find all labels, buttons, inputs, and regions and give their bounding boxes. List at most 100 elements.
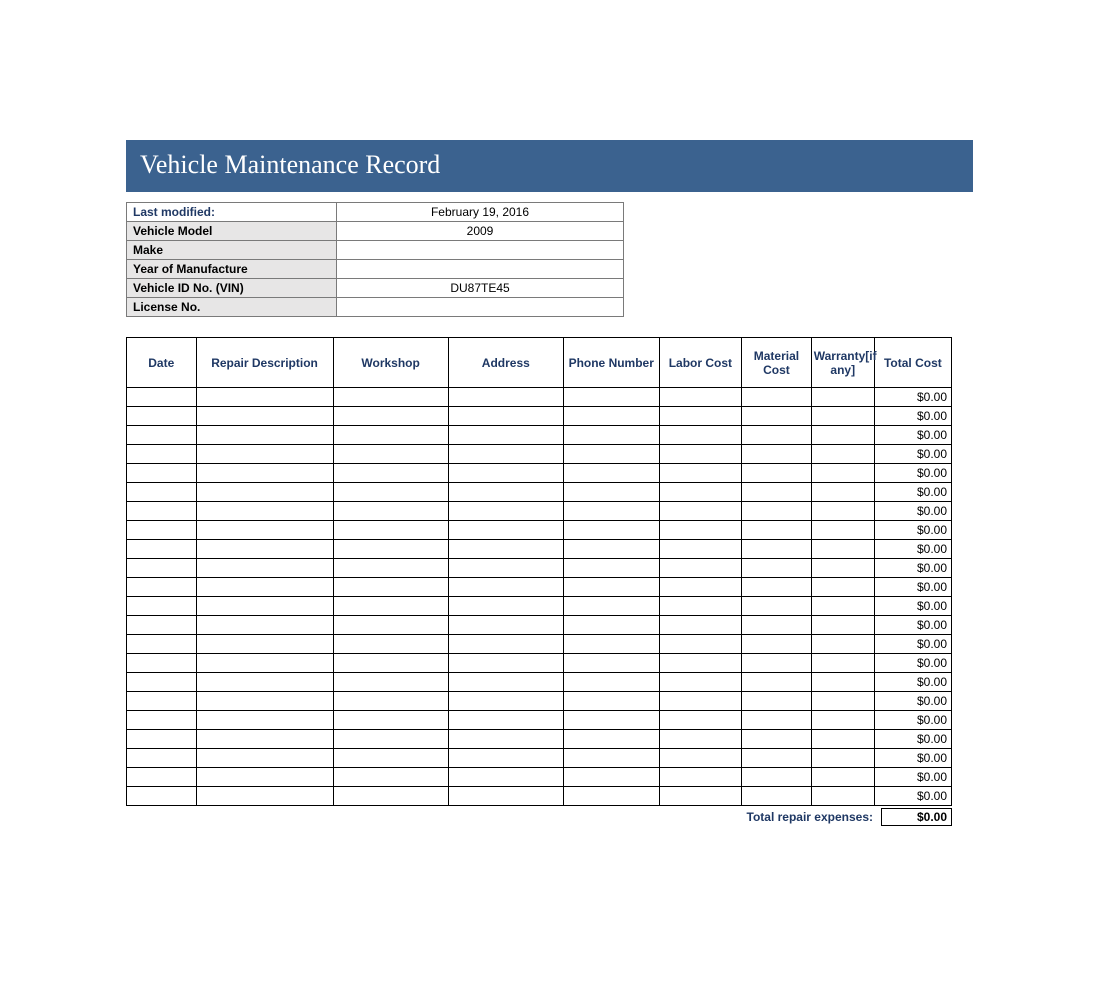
table-cell[interactable] <box>196 445 333 464</box>
table-cell[interactable] <box>333 730 448 749</box>
table-cell[interactable] <box>448 445 563 464</box>
table-cell[interactable] <box>659 768 742 787</box>
table-cell[interactable]: $0.00 <box>874 502 951 521</box>
table-cell[interactable] <box>563 559 659 578</box>
info-value[interactable] <box>337 241 624 260</box>
table-cell[interactable] <box>127 787 197 806</box>
table-cell[interactable] <box>196 730 333 749</box>
table-cell[interactable] <box>448 730 563 749</box>
table-cell[interactable] <box>127 559 197 578</box>
table-cell[interactable] <box>659 635 742 654</box>
table-cell[interactable] <box>742 749 812 768</box>
table-cell[interactable] <box>563 635 659 654</box>
table-cell[interactable] <box>811 445 874 464</box>
table-cell[interactable]: $0.00 <box>874 483 951 502</box>
table-cell[interactable] <box>448 483 563 502</box>
table-cell[interactable] <box>448 521 563 540</box>
table-cell[interactable] <box>742 426 812 445</box>
table-cell[interactable] <box>333 787 448 806</box>
table-cell[interactable] <box>333 521 448 540</box>
table-cell[interactable] <box>333 654 448 673</box>
table-cell[interactable] <box>196 787 333 806</box>
table-cell[interactable] <box>196 692 333 711</box>
table-cell[interactable] <box>333 597 448 616</box>
table-cell[interactable] <box>127 426 197 445</box>
table-cell[interactable]: $0.00 <box>874 673 951 692</box>
table-cell[interactable] <box>333 616 448 635</box>
table-cell[interactable] <box>659 749 742 768</box>
table-cell[interactable] <box>811 692 874 711</box>
table-cell[interactable] <box>196 673 333 692</box>
table-cell[interactable] <box>127 635 197 654</box>
table-cell[interactable] <box>127 730 197 749</box>
table-cell[interactable] <box>127 673 197 692</box>
table-cell[interactable] <box>811 787 874 806</box>
table-cell[interactable] <box>196 388 333 407</box>
info-value[interactable] <box>337 260 624 279</box>
table-cell[interactable] <box>811 464 874 483</box>
table-cell[interactable] <box>127 768 197 787</box>
table-cell[interactable] <box>196 616 333 635</box>
table-cell[interactable] <box>127 616 197 635</box>
table-cell[interactable] <box>127 540 197 559</box>
table-cell[interactable] <box>563 445 659 464</box>
table-cell[interactable] <box>127 711 197 730</box>
table-cell[interactable] <box>333 407 448 426</box>
table-cell[interactable] <box>811 597 874 616</box>
table-cell[interactable]: $0.00 <box>874 559 951 578</box>
table-cell[interactable] <box>127 521 197 540</box>
table-cell[interactable]: $0.00 <box>874 711 951 730</box>
info-value[interactable] <box>337 298 624 317</box>
table-cell[interactable] <box>563 711 659 730</box>
table-cell[interactable] <box>742 540 812 559</box>
info-value[interactable]: February 19, 2016 <box>337 203 624 222</box>
table-cell[interactable] <box>659 426 742 445</box>
table-cell[interactable] <box>127 597 197 616</box>
table-cell[interactable] <box>659 654 742 673</box>
table-cell[interactable]: $0.00 <box>874 692 951 711</box>
table-cell[interactable] <box>127 749 197 768</box>
table-cell[interactable]: $0.00 <box>874 654 951 673</box>
table-cell[interactable] <box>563 787 659 806</box>
table-cell[interactable] <box>196 711 333 730</box>
table-cell[interactable] <box>127 578 197 597</box>
table-cell[interactable] <box>563 654 659 673</box>
table-cell[interactable] <box>127 388 197 407</box>
table-cell[interactable] <box>333 426 448 445</box>
table-cell[interactable] <box>811 502 874 521</box>
table-cell[interactable] <box>659 483 742 502</box>
table-cell[interactable] <box>811 673 874 692</box>
table-cell[interactable]: $0.00 <box>874 768 951 787</box>
table-cell[interactable] <box>196 654 333 673</box>
table-cell[interactable] <box>563 578 659 597</box>
table-cell[interactable] <box>448 787 563 806</box>
table-cell[interactable] <box>448 502 563 521</box>
table-cell[interactable] <box>659 673 742 692</box>
table-cell[interactable] <box>563 768 659 787</box>
table-cell[interactable] <box>742 654 812 673</box>
table-cell[interactable] <box>659 540 742 559</box>
table-cell[interactable] <box>448 711 563 730</box>
table-cell[interactable] <box>811 635 874 654</box>
table-cell[interactable] <box>659 730 742 749</box>
table-cell[interactable] <box>811 426 874 445</box>
table-cell[interactable] <box>659 578 742 597</box>
table-cell[interactable] <box>659 388 742 407</box>
table-cell[interactable] <box>333 711 448 730</box>
table-cell[interactable] <box>127 445 197 464</box>
table-cell[interactable] <box>127 407 197 426</box>
table-cell[interactable] <box>742 445 812 464</box>
table-cell[interactable]: $0.00 <box>874 578 951 597</box>
table-cell[interactable] <box>563 616 659 635</box>
table-cell[interactable] <box>448 540 563 559</box>
table-cell[interactable]: $0.00 <box>874 464 951 483</box>
table-cell[interactable] <box>742 388 812 407</box>
table-cell[interactable]: $0.00 <box>874 407 951 426</box>
table-cell[interactable] <box>196 407 333 426</box>
table-cell[interactable] <box>196 540 333 559</box>
table-cell[interactable] <box>448 673 563 692</box>
table-cell[interactable]: $0.00 <box>874 445 951 464</box>
table-cell[interactable] <box>127 692 197 711</box>
table-cell[interactable] <box>127 502 197 521</box>
table-cell[interactable] <box>333 483 448 502</box>
